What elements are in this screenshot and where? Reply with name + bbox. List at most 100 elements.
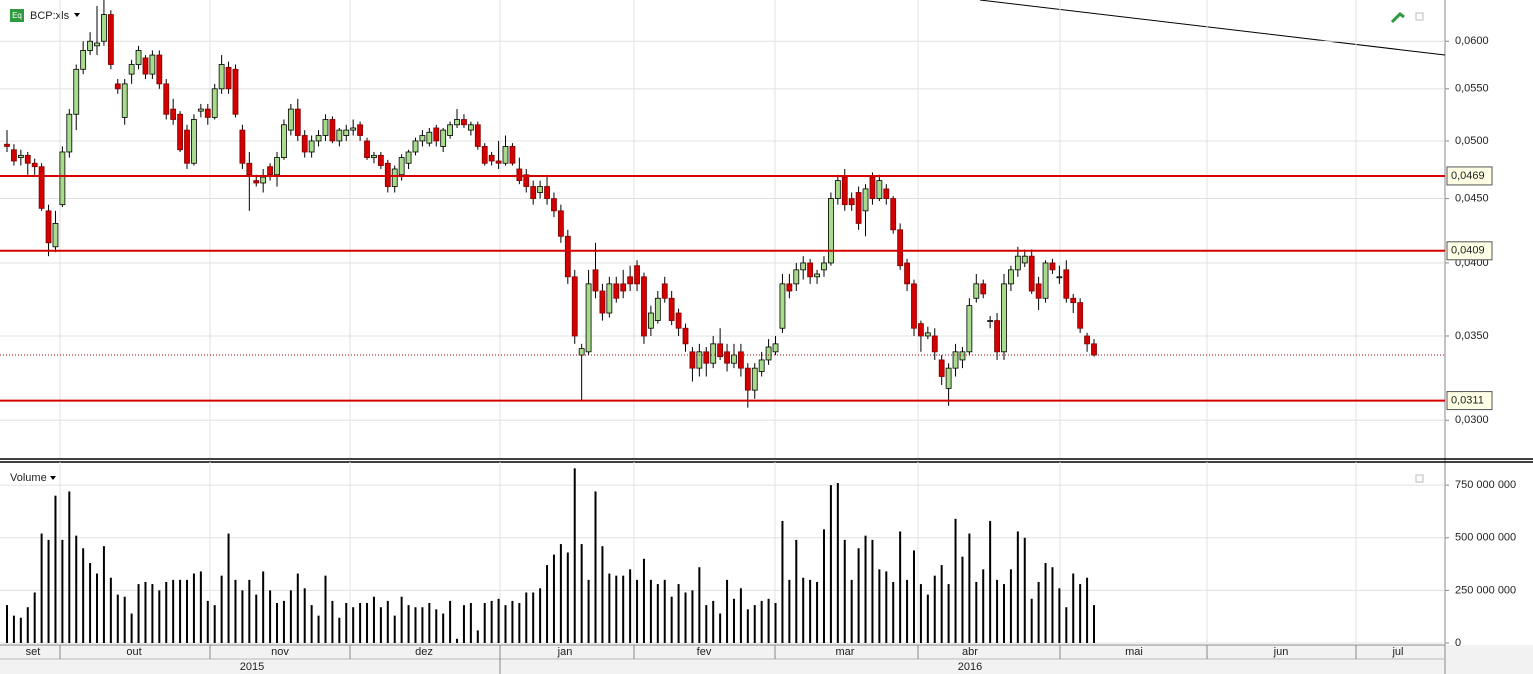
volume-bar bbox=[912, 550, 915, 643]
volume-bar bbox=[449, 600, 452, 643]
candle-body bbox=[274, 157, 280, 176]
instrument-icon-text: Eq bbox=[12, 11, 22, 20]
candle-body bbox=[904, 262, 910, 285]
volume-bar bbox=[1093, 605, 1095, 643]
volume-bar bbox=[940, 565, 943, 643]
y-tick-label: 0,0350 bbox=[1455, 330, 1489, 342]
candle-body bbox=[73, 68, 80, 115]
candle-body bbox=[308, 140, 315, 153]
volume-bar bbox=[123, 596, 126, 643]
volume-bar bbox=[615, 575, 618, 643]
volume-bar bbox=[698, 567, 701, 643]
volume-bar bbox=[192, 573, 195, 643]
volume-bar bbox=[1079, 584, 1082, 643]
x-tick-label: fev bbox=[697, 646, 712, 658]
candle-body bbox=[94, 42, 100, 47]
candle-body bbox=[11, 149, 17, 162]
volume-bar bbox=[151, 584, 154, 643]
volume-bar bbox=[1009, 569, 1012, 643]
candle-body bbox=[987, 320, 994, 322]
candle-body bbox=[461, 119, 467, 126]
volume-bar bbox=[608, 573, 611, 643]
volume-bar bbox=[262, 571, 265, 643]
candle-body bbox=[440, 129, 447, 147]
volume-bar bbox=[539, 588, 542, 643]
volume-bar bbox=[400, 596, 403, 643]
volume-bar bbox=[310, 605, 313, 643]
volume-bar bbox=[407, 605, 410, 643]
candle-body bbox=[336, 129, 343, 142]
volume-bar bbox=[352, 607, 355, 643]
volume-bar bbox=[116, 594, 119, 643]
candle-body bbox=[38, 166, 45, 209]
volume-bar bbox=[82, 548, 85, 643]
level-label-box bbox=[1446, 391, 1493, 411]
year-label: 2015 bbox=[240, 661, 264, 673]
level-label-box bbox=[1446, 166, 1493, 186]
volume-bar bbox=[982, 569, 985, 643]
volume-bar bbox=[144, 581, 147, 643]
volume-bar bbox=[324, 575, 327, 643]
candle-body bbox=[1014, 255, 1021, 271]
candle-body bbox=[557, 210, 564, 237]
x-tick-label: out bbox=[126, 646, 141, 658]
volume-bar bbox=[490, 600, 493, 643]
candle-body bbox=[121, 83, 128, 118]
dropdown-arrow[interactable] bbox=[50, 476, 56, 480]
volume-bar bbox=[331, 600, 334, 643]
volume-bar bbox=[871, 539, 874, 643]
y-tick-label: 0,0600 bbox=[1455, 35, 1489, 47]
volume-bar bbox=[677, 584, 680, 643]
candle-body bbox=[800, 262, 807, 271]
candle-body bbox=[731, 354, 737, 364]
dropdown-arrow[interactable] bbox=[74, 13, 80, 17]
volume-bar bbox=[919, 584, 922, 643]
volume-bar bbox=[165, 581, 168, 643]
candle-body bbox=[592, 269, 599, 292]
volume-bar bbox=[61, 539, 64, 643]
volume-bar bbox=[213, 605, 216, 643]
level-label: 0,0409 bbox=[1451, 245, 1485, 257]
volume-bar bbox=[836, 483, 839, 643]
candle-body bbox=[31, 162, 38, 168]
y-tick-label: 0,0550 bbox=[1455, 83, 1489, 95]
volume-bar bbox=[130, 613, 133, 643]
trend-icon[interactable] bbox=[1390, 12, 1405, 24]
chart-title[interactable]: BCP:xls bbox=[30, 10, 70, 22]
volume-bar bbox=[622, 575, 625, 643]
candle-body bbox=[980, 283, 987, 295]
candle-body bbox=[945, 367, 952, 389]
candle-body bbox=[163, 83, 170, 115]
volume-tick-label: 0 bbox=[1455, 637, 1461, 649]
volume-bar bbox=[511, 600, 514, 643]
candle-body bbox=[641, 276, 647, 337]
volume-bar bbox=[781, 520, 784, 643]
volume-bar bbox=[393, 615, 396, 643]
volume-bar bbox=[68, 491, 71, 643]
window-button[interactable] bbox=[1415, 12, 1424, 21]
level-label: 0,0311 bbox=[1451, 394, 1484, 406]
candle-body bbox=[170, 108, 177, 120]
volume-bar bbox=[559, 544, 562, 643]
candle-body bbox=[613, 283, 620, 299]
volume-bar bbox=[241, 590, 244, 643]
volume-bar bbox=[885, 571, 888, 643]
volume-bar bbox=[276, 603, 279, 643]
volume-bar bbox=[546, 565, 549, 643]
volume-bar bbox=[899, 531, 902, 643]
candle-body bbox=[218, 64, 225, 90]
volume-bar bbox=[829, 485, 832, 643]
candle-body bbox=[184, 129, 190, 164]
volume-bar bbox=[629, 569, 632, 643]
window-button[interactable] bbox=[1415, 474, 1424, 483]
volume-bar bbox=[158, 590, 161, 643]
candle-body bbox=[52, 223, 59, 248]
candle-body bbox=[87, 40, 93, 51]
volume-bar bbox=[186, 579, 189, 643]
candle-body bbox=[682, 327, 689, 345]
volume-title[interactable]: Volume bbox=[10, 472, 47, 484]
candle-body bbox=[128, 64, 135, 75]
candle-body bbox=[1028, 255, 1035, 292]
x-tick-label: jul bbox=[1391, 646, 1403, 658]
